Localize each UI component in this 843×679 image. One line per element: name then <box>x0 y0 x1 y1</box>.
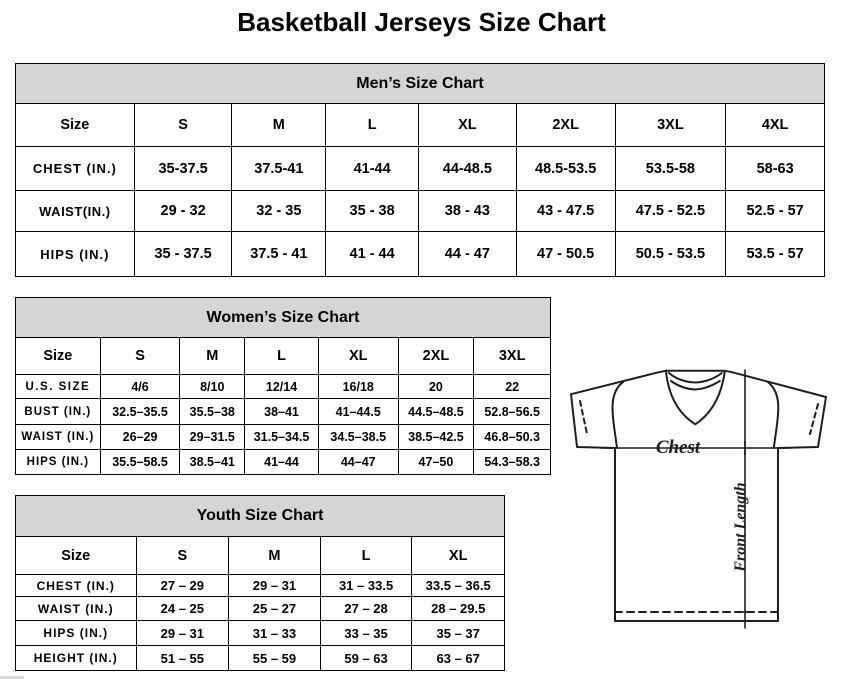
svg-text:Chest: Chest <box>656 437 701 458</box>
svg-text:Front Length: Front Length <box>732 482 749 572</box>
